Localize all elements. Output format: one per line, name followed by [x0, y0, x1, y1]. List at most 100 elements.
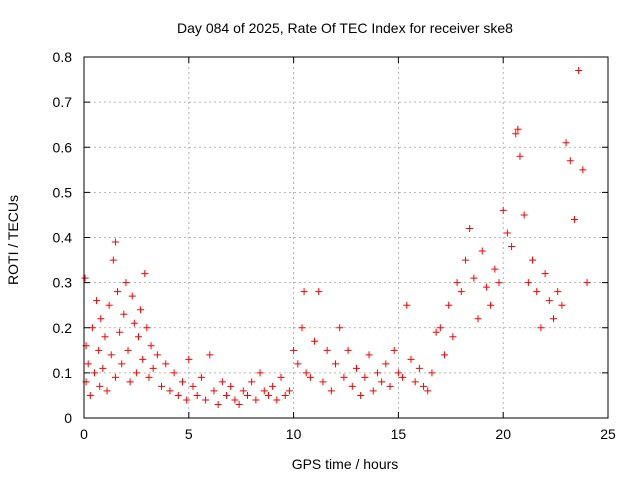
- grid-lines: [84, 57, 608, 418]
- data-point: [93, 297, 101, 305]
- data-point: [114, 288, 122, 296]
- data-point: [315, 288, 323, 296]
- data-point: [344, 346, 352, 354]
- data-point: [189, 382, 197, 390]
- data-point: [231, 396, 239, 404]
- data-point: [424, 387, 432, 395]
- data-point: [294, 360, 302, 368]
- data-point: [118, 360, 126, 368]
- data-point: [411, 378, 419, 386]
- data-point: [88, 324, 96, 332]
- data-point: [373, 369, 381, 377]
- data-point: [558, 301, 566, 309]
- data-point: [84, 360, 92, 368]
- axis-ticks: [83, 56, 609, 419]
- data-point: [193, 391, 201, 399]
- data-point: [466, 224, 474, 232]
- data-point: [306, 373, 314, 381]
- data-point: [128, 292, 136, 300]
- y-tick-label: 0.5: [53, 184, 73, 200]
- data-point: [415, 364, 423, 372]
- data-point: [428, 369, 436, 377]
- data-point: [149, 364, 157, 372]
- data-point: [503, 229, 511, 237]
- data-point: [537, 324, 545, 332]
- data-point: [348, 382, 356, 390]
- data-point: [218, 378, 226, 386]
- data-point: [524, 279, 532, 287]
- data-point: [132, 369, 140, 377]
- data-point: [533, 288, 541, 296]
- data-point: [495, 279, 503, 287]
- x-tick-label: 15: [391, 426, 407, 442]
- data-point: [101, 333, 109, 341]
- data-point: [145, 373, 153, 381]
- data-point: [227, 382, 235, 390]
- data-point: [407, 355, 415, 363]
- data-point: [361, 373, 369, 381]
- data-points: [81, 67, 591, 408]
- data-point: [357, 391, 365, 399]
- data-point: [461, 256, 469, 264]
- x-tick-label: 25: [600, 426, 616, 442]
- data-point: [449, 333, 457, 341]
- data-point: [541, 270, 549, 278]
- y-tick-label: 0.4: [53, 230, 73, 246]
- chart-title: Day 084 of 2025, Rate Of TEC Index for r…: [177, 20, 513, 36]
- data-point: [403, 301, 411, 309]
- data-point: [575, 67, 583, 75]
- y-tick-label: 0.8: [53, 49, 73, 65]
- data-point: [290, 346, 298, 354]
- y-tick-labels: 0 0.1 0.2 0.3 0.4 0.5 0.6 0.7 0.8: [53, 49, 73, 426]
- data-point: [273, 396, 281, 404]
- data-point: [332, 360, 340, 368]
- data-point: [323, 346, 331, 354]
- data-point: [298, 324, 306, 332]
- data-point: [491, 265, 499, 273]
- x-tick-labels: 0 5 10 15 20 25: [80, 426, 616, 442]
- data-point: [103, 387, 111, 395]
- y-tick-label: 0: [64, 410, 72, 426]
- data-point: [478, 247, 486, 255]
- data-point: [166, 387, 174, 395]
- data-point: [579, 166, 587, 174]
- data-point: [583, 279, 591, 287]
- data-point: [81, 274, 89, 282]
- data-point: [95, 346, 103, 354]
- data-point: [126, 378, 134, 386]
- x-tick-label: 0: [80, 426, 88, 442]
- data-point: [197, 373, 205, 381]
- data-point: [436, 324, 444, 332]
- data-point: [264, 391, 272, 399]
- data-point: [153, 351, 161, 359]
- data-point: [432, 328, 440, 336]
- data-point: [399, 373, 407, 381]
- data-point: [143, 324, 151, 332]
- data-point: [390, 346, 398, 354]
- data-point: [107, 351, 115, 359]
- data-point: [183, 396, 191, 404]
- data-point: [269, 382, 277, 390]
- data-point: [120, 310, 128, 318]
- data-point: [248, 378, 256, 386]
- data-point: [210, 387, 218, 395]
- data-point: [562, 139, 570, 147]
- data-point: [124, 346, 132, 354]
- data-point: [185, 355, 193, 363]
- data-point: [529, 256, 537, 264]
- data-point: [223, 391, 231, 399]
- data-point: [256, 369, 264, 377]
- data-point: [202, 396, 210, 404]
- data-point: [352, 364, 360, 372]
- data-point: [174, 391, 182, 399]
- data-point: [470, 274, 478, 282]
- data-point: [252, 396, 260, 404]
- data-point: [566, 157, 574, 165]
- data-point: [139, 355, 147, 363]
- y-tick-label: 0.6: [53, 139, 73, 155]
- data-point: [141, 270, 149, 278]
- y-tick-label: 0.7: [53, 94, 73, 110]
- data-point: [116, 328, 124, 336]
- data-point: [281, 391, 289, 399]
